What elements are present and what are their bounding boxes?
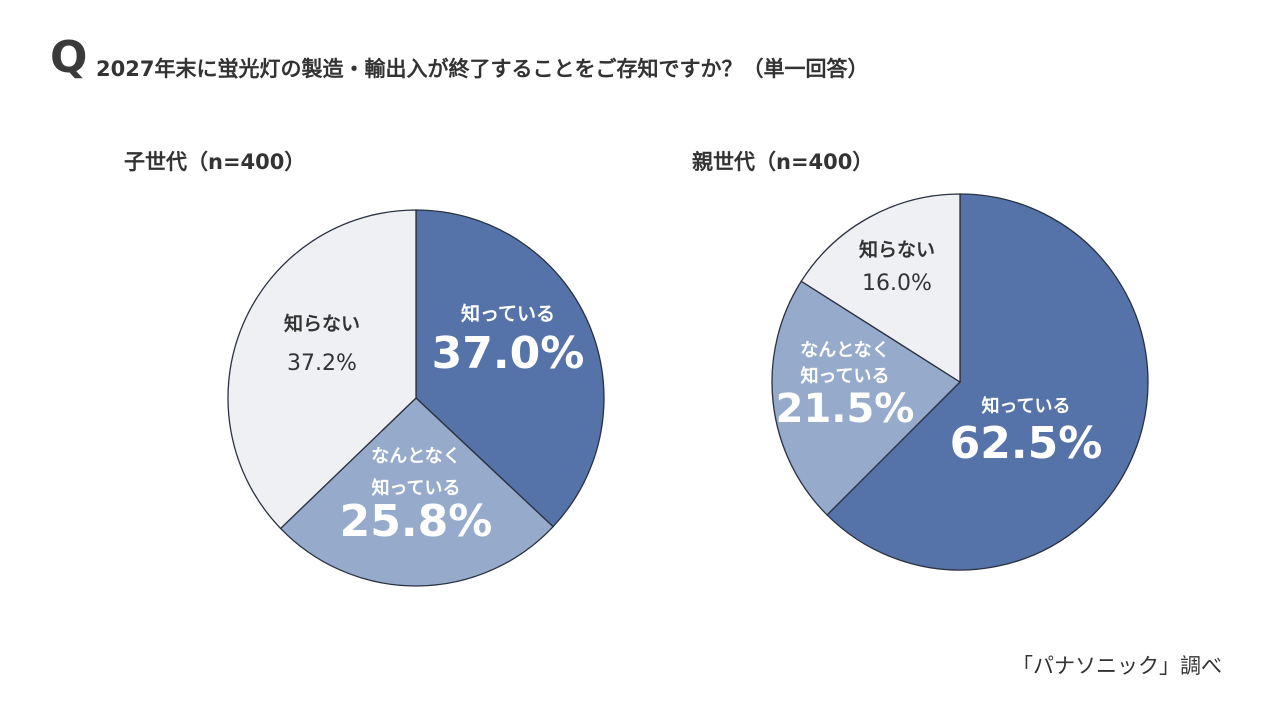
pie-slice-child-vaguely [279,397,554,587]
pie-slice-parent-vaguely [771,280,962,516]
source-note: 「パナソニック」調べ [1012,654,1222,678]
slice-label-child-know: 知っている [461,302,555,325]
slice-value-child-know: 37.0% [432,328,585,379]
slice-label-parent-know: 知っている [981,395,1070,417]
slice-label-child-vaguely-line2: 知っている [371,477,460,499]
slice-value-parent-vaguely: 21.5% [776,386,915,432]
chart-title-child-generation: 子世代（n=400） [124,150,306,174]
question-mark: Q [50,32,88,83]
slice-label-parent-vaguely-line2: 知っている [800,365,889,387]
pie-slice-parent-dont_know [800,193,961,384]
slice-value-child-vaguely: 25.8% [340,496,493,547]
slice-label-child-dont_know: 知らない [284,312,360,335]
slice-label-child-vaguely-line1: なんとなく [371,446,460,467]
chart-title-parent-generation: 親世代（n=400） [692,150,874,174]
pie-slice-child-know [415,209,605,528]
slice-value-child-dont_know: 37.2% [287,351,357,376]
question-text: 2027年末に蛍光灯の製造・輸出入が終了することをご存知ですか？（単一回答） [96,57,869,81]
slice-value-parent-dont_know: 16.0% [862,271,932,296]
slice-label-parent-dont_know: 知らない [859,238,935,261]
slice-label-parent-vaguely-line1: なんとなく [800,340,889,361]
slice-value-parent-know: 62.5% [950,418,1103,469]
pie-slice-parent-know [826,193,1149,571]
pie-slice-child-dont_know [227,209,417,530]
